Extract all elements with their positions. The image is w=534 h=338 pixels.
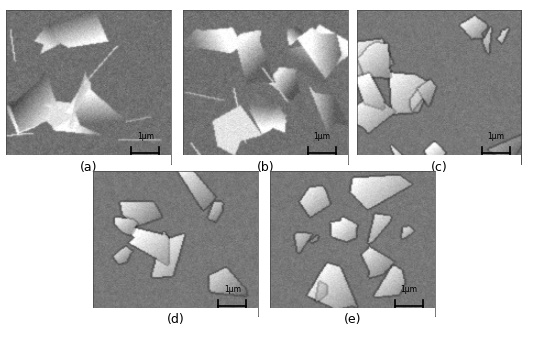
Text: (a): (a) [80, 161, 97, 174]
Text: 1μm: 1μm [487, 132, 504, 141]
Text: (e): (e) [344, 313, 361, 326]
Text: (d): (d) [167, 313, 185, 326]
Text: 1μm: 1μm [224, 285, 241, 294]
Text: 1μm: 1μm [137, 132, 154, 141]
Text: 1μm: 1μm [400, 285, 418, 294]
Text: 1μm: 1μm [313, 132, 331, 141]
Text: (b): (b) [256, 161, 274, 174]
Text: (c): (c) [430, 161, 447, 174]
